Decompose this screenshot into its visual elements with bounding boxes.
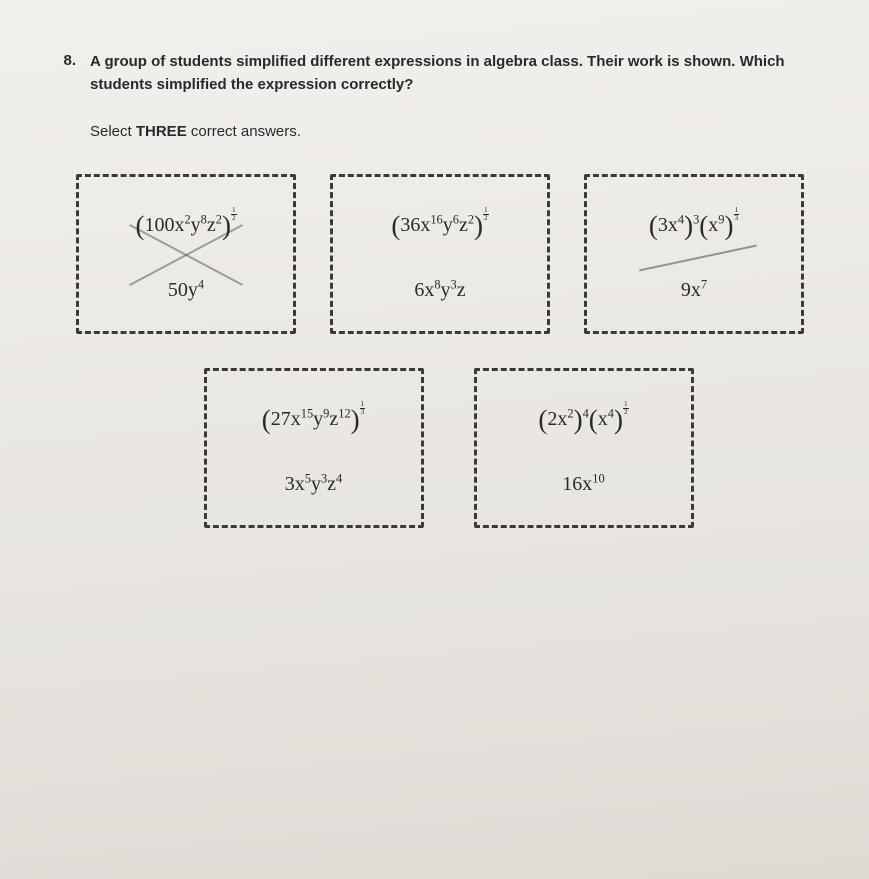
var: y <box>311 473 321 495</box>
var: y <box>441 279 451 301</box>
rparen: ) <box>351 404 360 434</box>
var: x <box>295 473 305 495</box>
answer-row-1: (100x2y8z2)12 50y4 (36x16y6z2)12 6x8y3z <box>76 174 821 334</box>
var: x <box>582 473 592 495</box>
rparen: ) <box>725 210 734 240</box>
var: x <box>557 408 567 430</box>
card1-expression: (100x2y8z2)12 <box>135 207 236 239</box>
question-prompt: A group of students simplified different… <box>90 50 785 97</box>
card5-expression: (2x2)4(x4)12 <box>538 401 628 433</box>
coef: 27 <box>271 408 291 430</box>
slash-mark <box>639 244 757 271</box>
exp: 4 <box>336 471 342 485</box>
var: z <box>329 408 338 430</box>
exp: 15 <box>301 406 313 420</box>
exp: 7 <box>701 277 707 291</box>
exp: 12 <box>338 406 350 420</box>
question-number: 8. <box>56 50 76 97</box>
rparen: ) <box>574 404 583 434</box>
coef: 16 <box>562 473 582 495</box>
lparen: ( <box>589 404 598 434</box>
answer-card-1[interactable]: (100x2y8z2)12 50y4 <box>76 174 296 334</box>
card4-answer: 3x5y3z4 <box>285 474 343 494</box>
outer-exp: 12 <box>483 212 489 226</box>
frac-d: 2 <box>623 409 629 416</box>
rparen: ) <box>614 404 623 434</box>
coef: 36 <box>400 214 420 236</box>
instruction-line: Select THREE correct answers. <box>90 123 821 140</box>
prompt-line-1: A group of students simplified different… <box>90 53 785 70</box>
exp: 16 <box>430 212 442 226</box>
card5-answer: 16x10 <box>562 474 604 494</box>
var: y <box>188 279 198 301</box>
instr-pre: Select <box>90 123 136 140</box>
answer-card-5[interactable]: (2x2)4(x4)12 16x10 <box>474 368 694 528</box>
var: x <box>291 408 301 430</box>
var: y <box>443 214 453 236</box>
coef: 9 <box>681 279 691 301</box>
frac-d: 3 <box>360 409 366 416</box>
var: x <box>174 214 184 236</box>
instr-bold: THREE <box>136 123 187 140</box>
var: x <box>424 279 434 301</box>
coef: 100 <box>144 214 174 236</box>
outer-exp: 12 <box>231 212 237 226</box>
exp: 10 <box>592 471 604 485</box>
answer-card-3[interactable]: (3x4)3(x9)13 9x7 <box>584 174 804 334</box>
var: x <box>708 214 718 236</box>
answer-card-4[interactable]: (27x15y9z12)13 3x5y3z4 <box>204 368 424 528</box>
prompt-line-2: students simplified the expression corre… <box>90 76 413 93</box>
frac-d: 2 <box>483 215 489 222</box>
frac-d: 3 <box>734 215 740 222</box>
exp: 4 <box>198 277 204 291</box>
worksheet-page: 8. A group of students simplified differ… <box>0 0 869 879</box>
lparen: ( <box>262 404 271 434</box>
card3-answer: 9x7 <box>681 280 707 300</box>
rparen: ) <box>474 210 483 240</box>
coef: 3 <box>658 214 668 236</box>
var: y <box>191 214 201 236</box>
instr-post: correct answers. <box>187 123 301 140</box>
var: z <box>459 214 468 236</box>
card4-expression: (27x15y9z12)13 <box>262 401 365 433</box>
outer-exp: 12 <box>623 406 629 420</box>
rparen: ) <box>222 210 231 240</box>
outer-exp: 13 <box>360 406 366 420</box>
var: x <box>668 214 678 236</box>
var: x <box>598 408 608 430</box>
coef: 6 <box>414 279 424 301</box>
var: x <box>420 214 430 236</box>
lparen: ( <box>699 210 708 240</box>
card1-answer: 50y4 <box>168 280 204 300</box>
answers-grid: (100x2y8z2)12 50y4 (36x16y6z2)12 6x8y3z <box>76 174 821 528</box>
lparen: ( <box>649 210 658 240</box>
question-row: 8. A group of students simplified differ… <box>56 50 821 97</box>
rparen: ) <box>684 210 693 240</box>
coef: 3 <box>285 473 295 495</box>
card3-expression: (3x4)3(x9)13 <box>649 207 739 239</box>
coef: 50 <box>168 279 188 301</box>
cross-out-mark <box>79 177 293 331</box>
var: z <box>457 279 466 301</box>
var: z <box>327 473 336 495</box>
var: x <box>691 279 701 301</box>
var: y <box>313 408 323 430</box>
coef: 2 <box>547 408 557 430</box>
lparen: ( <box>391 210 400 240</box>
var: z <box>207 214 216 236</box>
card2-expression: (36x16y6z2)12 <box>391 207 488 239</box>
answer-card-2[interactable]: (36x16y6z2)12 6x8y3z <box>330 174 550 334</box>
outer-exp: 13 <box>734 212 740 226</box>
frac-d: 2 <box>231 215 237 222</box>
answer-row-2: (27x15y9z12)13 3x5y3z4 (2x2)4(x4)12 16x1… <box>76 368 821 528</box>
card2-answer: 6x8y3z <box>414 280 465 300</box>
